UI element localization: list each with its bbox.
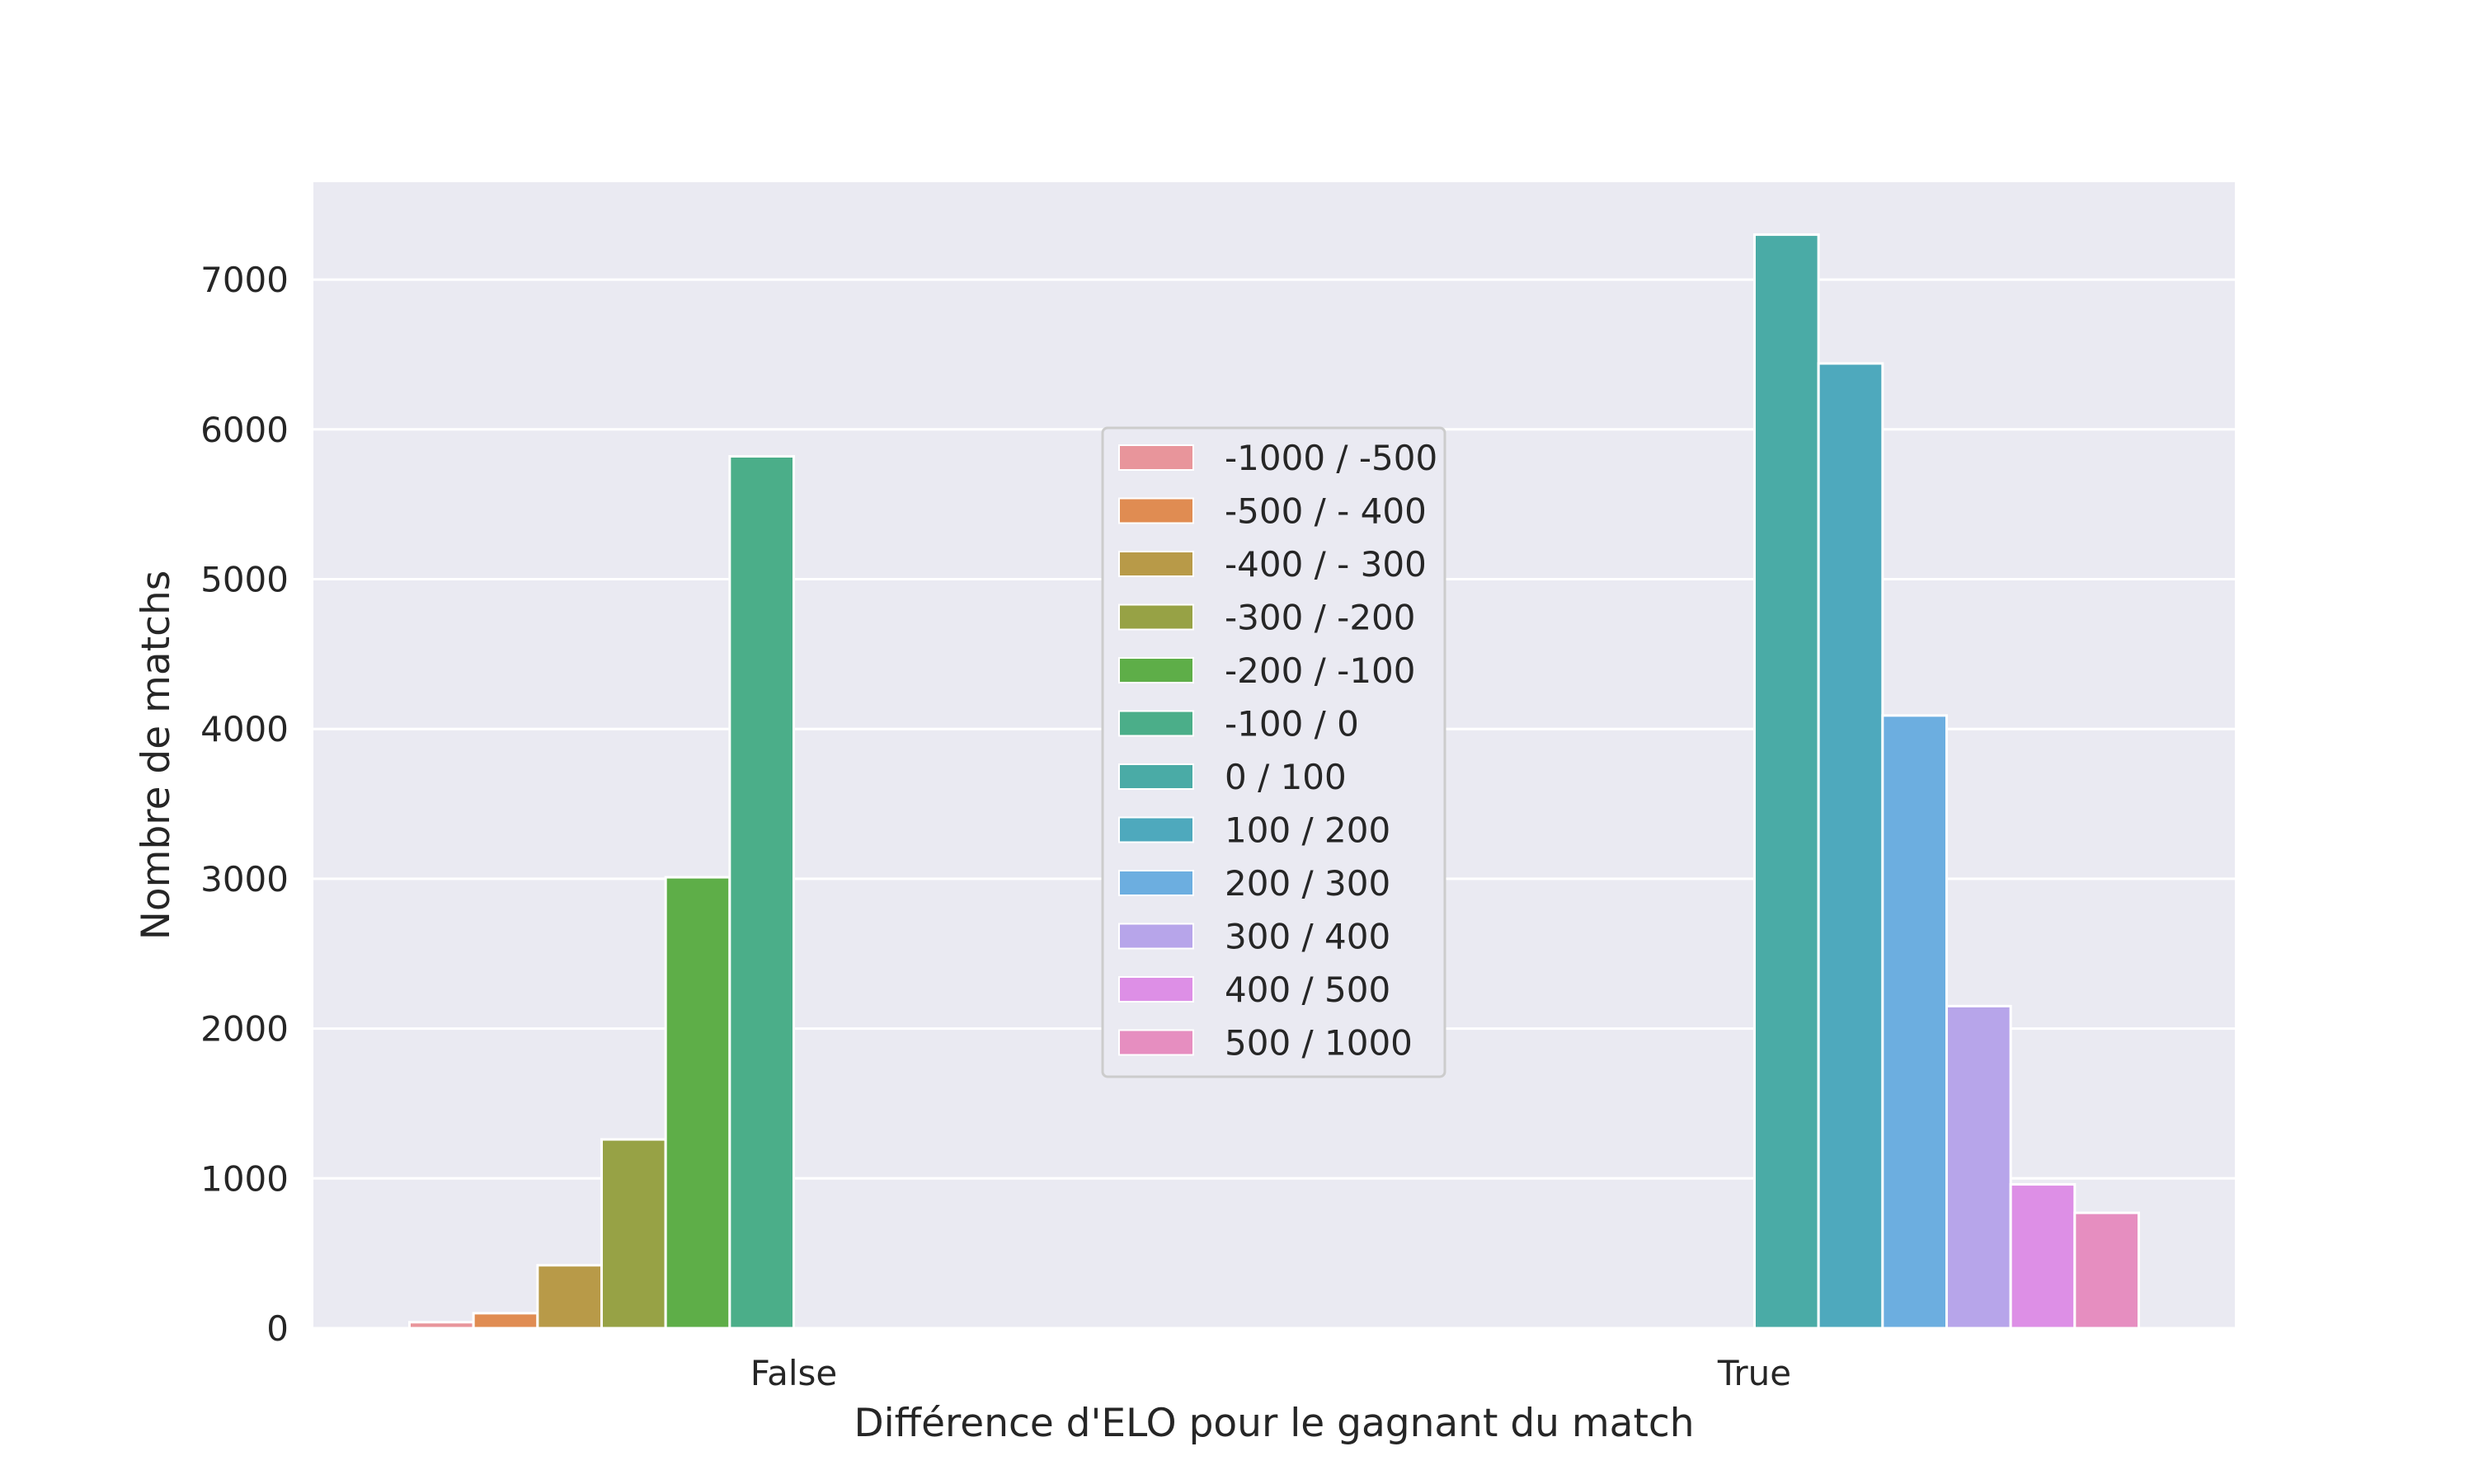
- bar: [1817, 362, 1884, 1330]
- legend-label: -300 / -200: [1225, 598, 1416, 638]
- legend-swatch: [1118, 710, 1194, 737]
- y-tick-label: 1000: [200, 1158, 289, 1199]
- legend-label: 300 / 400: [1225, 917, 1390, 957]
- legend-label: 400 / 500: [1225, 970, 1390, 1010]
- bar: [1753, 233, 1820, 1330]
- legend-swatch: [1118, 976, 1194, 1003]
- bar: [536, 1264, 603, 1330]
- bar: [664, 876, 731, 1330]
- y-tick-label: 7000: [200, 260, 289, 300]
- legend-label: -400 / - 300: [1225, 544, 1427, 585]
- legend-label: 0 / 100: [1225, 757, 1347, 797]
- y-tick-labels: 0 1000 2000 3000 4000 5000 6000 7000: [200, 260, 289, 1349]
- legend-label: -1000 / -500: [1225, 438, 1437, 478]
- x-tick-labels: False True: [750, 1353, 1791, 1393]
- y-tick-label: 4000: [200, 709, 289, 749]
- legend-swatch: [1118, 1029, 1194, 1056]
- legend-swatch: [1118, 657, 1194, 683]
- legend: -1000 / -500 -500 / - 400 -400 / - 300 -300…: [1101, 426, 1446, 1078]
- legend-swatch: [1118, 816, 1194, 843]
- bars: [408, 233, 2140, 1330]
- legend-swatch: [1118, 603, 1194, 631]
- y-tick-label: 2000: [200, 1009, 289, 1050]
- legend-box: [1101, 426, 1446, 1078]
- y-tick-label: 5000: [200, 560, 289, 600]
- y-axis-label: Nombre de matchs: [134, 571, 179, 941]
- bar: [728, 455, 795, 1330]
- bar: [1945, 1004, 2012, 1330]
- y-tick-label: 3000: [200, 859, 289, 899]
- x-axis-label: Différence d'ELO pour le gagnant du matc…: [854, 1401, 1694, 1446]
- bar: [600, 1138, 667, 1330]
- x-tick-label: False: [750, 1353, 837, 1393]
- legend-swatch: [1118, 497, 1194, 524]
- legend-label: -200 / -100: [1225, 650, 1416, 691]
- legend-swatch: [1118, 870, 1194, 896]
- legend-swatch: [1118, 923, 1194, 950]
- legend-swatch: [1118, 763, 1194, 790]
- bar: [408, 1321, 475, 1330]
- bar: [2073, 1211, 2140, 1330]
- legend-label: 100 / 200: [1225, 810, 1390, 851]
- bar: [1881, 714, 1948, 1330]
- legend-label: -500 / - 400: [1225, 491, 1427, 532]
- legend-swatch: [1118, 444, 1194, 471]
- y-tick-label: 6000: [200, 410, 289, 450]
- bar: [2009, 1183, 2077, 1330]
- legend-label: 500 / 1000: [1225, 1023, 1413, 1064]
- legend-swatch: [1118, 551, 1194, 577]
- y-tick-label: 0: [266, 1308, 289, 1349]
- legend-label: 200 / 300: [1225, 863, 1390, 904]
- legend-label: -100 / 0: [1225, 704, 1359, 744]
- x-tick-label: True: [1717, 1353, 1791, 1393]
- bar: [472, 1312, 539, 1330]
